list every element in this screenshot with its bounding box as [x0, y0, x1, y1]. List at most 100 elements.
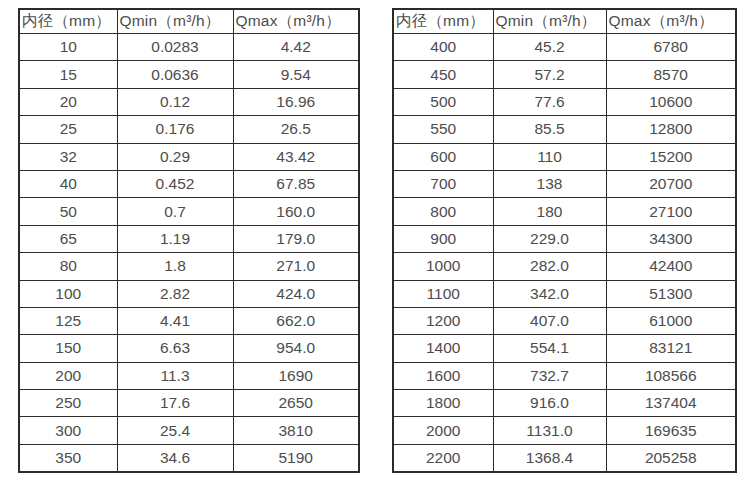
header-row: 内径（mm） Qmin（m³/h） Qmax（m³/h） [19, 9, 359, 34]
cell: 100 [19, 280, 117, 307]
cell: 4.42 [233, 34, 359, 61]
cell: 1200 [393, 307, 493, 334]
table-row: 45057.28570 [393, 61, 736, 88]
table-row: 250.17626.5 [19, 116, 359, 143]
table-row: 320.2943.42 [19, 143, 359, 170]
cell: 2200 [393, 444, 493, 472]
cell: 1131.0 [493, 417, 606, 444]
cell: 662.0 [233, 307, 359, 334]
cell: 250 [19, 390, 117, 417]
table-row: 1254.41662.0 [19, 307, 359, 334]
cell: 0.12 [117, 88, 233, 115]
cell: 205258 [606, 444, 736, 472]
table-row: 1400554.183121 [393, 335, 736, 362]
cell: 20700 [606, 170, 736, 197]
col-header-inner-diameter: 内径（mm） [393, 9, 493, 34]
table-row: 55085.512800 [393, 116, 736, 143]
cell: 400 [393, 34, 493, 61]
cell: 25 [19, 116, 117, 143]
flow-rate-reference-page: 内径（mm） Qmin（m³/h） Qmax（m³/h） 100.02834.4… [0, 0, 750, 483]
cell: 2000 [393, 417, 493, 444]
cell: 51300 [606, 280, 736, 307]
col-header-inner-diameter: 内径（mm） [19, 9, 117, 34]
cell: 0.29 [117, 143, 233, 170]
cell: 20 [19, 88, 117, 115]
cell: 12800 [606, 116, 736, 143]
cell: 4.41 [117, 307, 233, 334]
cell: 6780 [606, 34, 736, 61]
cell: 1000 [393, 253, 493, 280]
cell: 2.82 [117, 280, 233, 307]
cell: 108566 [606, 362, 736, 389]
cell: 77.6 [493, 88, 606, 115]
cell: 16.96 [233, 88, 359, 115]
table-body: 40045.2678045057.2857050077.61060055085.… [393, 34, 736, 473]
cell: 0.0636 [117, 61, 233, 88]
table-row: 25017.62650 [19, 390, 359, 417]
cell: 8570 [606, 61, 736, 88]
cell: 350 [19, 444, 117, 472]
cell: 1400 [393, 335, 493, 362]
cell: 0.452 [117, 170, 233, 197]
table-row: 651.19179.0 [19, 225, 359, 252]
cell: 271.0 [233, 253, 359, 280]
table-row: 500.7160.0 [19, 198, 359, 225]
table-row: 1600732.7108566 [393, 362, 736, 389]
cell: 43.42 [233, 143, 359, 170]
cell: 1800 [393, 390, 493, 417]
cell: 26.5 [233, 116, 359, 143]
col-header-qmin: Qmin（m³/h） [117, 9, 233, 34]
cell: 40 [19, 170, 117, 197]
col-header-qmax: Qmax（m³/h） [606, 9, 736, 34]
flow-table-large-diameters: 内径（mm） Qmin（m³/h） Qmax（m³/h） 40045.26780… [392, 8, 737, 473]
cell: 1600 [393, 362, 493, 389]
cell: 9.54 [233, 61, 359, 88]
cell: 300 [19, 417, 117, 444]
cell: 229.0 [493, 225, 606, 252]
cell: 500 [393, 88, 493, 115]
cell: 57.2 [493, 61, 606, 88]
table-row: 1002.82424.0 [19, 280, 359, 307]
cell: 83121 [606, 335, 736, 362]
cell: 424.0 [233, 280, 359, 307]
table-row: 900229.034300 [393, 225, 736, 252]
cell: 900 [393, 225, 493, 252]
table-row: 50077.610600 [393, 88, 736, 115]
cell: 179.0 [233, 225, 359, 252]
cell: 954.0 [233, 335, 359, 362]
table-row: 40045.26780 [393, 34, 736, 61]
cell: 282.0 [493, 253, 606, 280]
table-row: 22001368.4205258 [393, 444, 736, 472]
cell: 550 [393, 116, 493, 143]
table-row: 20001131.0169635 [393, 417, 736, 444]
flow-table-small-diameters: 内径（mm） Qmin（m³/h） Qmax（m³/h） 100.02834.4… [18, 8, 360, 473]
cell: 0.176 [117, 116, 233, 143]
header-row: 内径（mm） Qmin（m³/h） Qmax（m³/h） [393, 9, 736, 34]
cell: 137404 [606, 390, 736, 417]
cell: 80 [19, 253, 117, 280]
cell: 65 [19, 225, 117, 252]
cell: 50 [19, 198, 117, 225]
table-row: 35034.65190 [19, 444, 359, 472]
table-row: 60011015200 [393, 143, 736, 170]
cell: 110 [493, 143, 606, 170]
table-row: 1800916.0137404 [393, 390, 736, 417]
table-row: 30025.43810 [19, 417, 359, 444]
cell: 200 [19, 362, 117, 389]
cell: 34.6 [117, 444, 233, 472]
cell: 1.8 [117, 253, 233, 280]
cell: 342.0 [493, 280, 606, 307]
cell: 0.0283 [117, 34, 233, 61]
table-row: 1200407.061000 [393, 307, 736, 334]
cell: 1368.4 [493, 444, 606, 472]
table-body: 100.02834.42150.06369.54200.1216.96250.1… [19, 34, 359, 473]
cell: 3810 [233, 417, 359, 444]
cell: 10 [19, 34, 117, 61]
cell: 916.0 [493, 390, 606, 417]
cell: 34300 [606, 225, 736, 252]
cell: 17.6 [117, 390, 233, 417]
cell: 407.0 [493, 307, 606, 334]
cell: 180 [493, 198, 606, 225]
cell: 10600 [606, 88, 736, 115]
col-header-qmax: Qmax（m³/h） [233, 9, 359, 34]
